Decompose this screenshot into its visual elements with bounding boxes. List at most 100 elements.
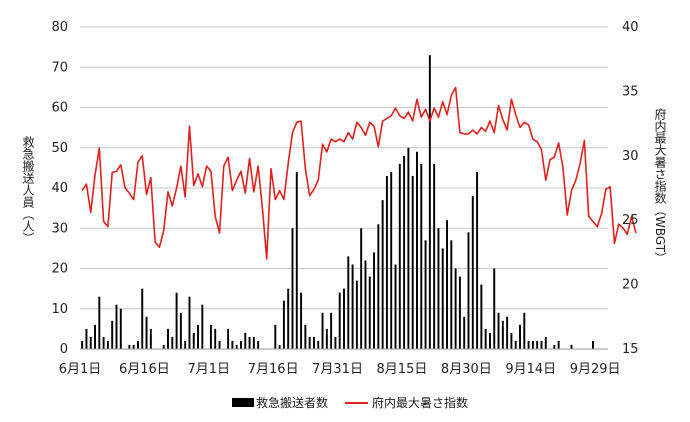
bar-8 bbox=[115, 304, 118, 349]
bar-64 bbox=[355, 280, 358, 349]
x-tick-label: 9月14日 bbox=[505, 362, 556, 377]
legend-bar-swatch bbox=[232, 398, 254, 407]
line-layer bbox=[81, 86, 637, 260]
bar-4 bbox=[98, 296, 101, 349]
bar-58 bbox=[330, 312, 333, 349]
bar-65 bbox=[360, 228, 363, 349]
bar-99 bbox=[506, 316, 509, 349]
bar-14 bbox=[141, 288, 144, 349]
bar-84 bbox=[441, 248, 444, 349]
bar-32 bbox=[218, 340, 221, 349]
bar-47 bbox=[282, 300, 285, 349]
bar-71 bbox=[385, 175, 388, 349]
bar-110 bbox=[553, 344, 556, 349]
bars bbox=[81, 55, 594, 350]
bar-63 bbox=[351, 264, 354, 349]
y-left-tick-label: 70 bbox=[51, 60, 68, 75]
legend-bar-label: 救急搬送者数 bbox=[256, 395, 328, 410]
y-left-tick-label: 30 bbox=[51, 221, 68, 236]
bar-77 bbox=[411, 175, 414, 349]
bar-92 bbox=[476, 171, 479, 349]
bar-38 bbox=[244, 332, 247, 349]
bar-78 bbox=[416, 151, 418, 349]
bar-104 bbox=[527, 340, 530, 349]
bar-107 bbox=[540, 340, 543, 349]
bar-119 bbox=[592, 340, 594, 349]
bar-16 bbox=[149, 328, 152, 349]
bar-26 bbox=[192, 332, 195, 349]
bar-22 bbox=[175, 292, 178, 349]
bar-2 bbox=[89, 336, 92, 349]
ticks-x: 6月1日 6月16日 7月1日 7月16日 7月31日 8月15日 8月30日 9月14日 9月… bbox=[59, 362, 621, 377]
y-left-tick-label: 20 bbox=[51, 262, 68, 277]
bar-105 bbox=[531, 340, 534, 349]
bar-40 bbox=[252, 336, 255, 349]
bar-66 bbox=[364, 260, 367, 349]
x-tick-label: 6月1日 bbox=[59, 362, 102, 377]
bar-1 bbox=[85, 328, 88, 349]
x-tick-label: 8月30日 bbox=[441, 362, 492, 377]
bar-23 bbox=[179, 312, 182, 349]
bar-36 bbox=[235, 344, 238, 349]
x-tick-label: 7月31日 bbox=[312, 362, 363, 377]
bar-88 bbox=[458, 276, 461, 349]
bar-39 bbox=[248, 336, 251, 349]
bar-106 bbox=[536, 340, 539, 349]
bar-103 bbox=[523, 312, 526, 349]
bar-98 bbox=[501, 320, 504, 349]
bar-53 bbox=[308, 336, 311, 349]
bar-111 bbox=[557, 340, 560, 349]
bar-45 bbox=[274, 324, 277, 349]
y-left-tick-label: 10 bbox=[51, 302, 68, 317]
y-left-tick-label: 0 bbox=[60, 342, 68, 357]
bar-37 bbox=[240, 340, 242, 349]
bar-89 bbox=[463, 316, 466, 349]
bar-86 bbox=[450, 240, 453, 349]
x-tick-label: 8月15日 bbox=[377, 362, 428, 377]
y-right-tick-label: 20 bbox=[622, 278, 639, 293]
bar-50 bbox=[295, 171, 298, 349]
series-line-wbgt bbox=[81, 86, 637, 260]
bar-49 bbox=[291, 228, 294, 349]
grid bbox=[80, 26, 608, 350]
x-tick-label: 9月29日 bbox=[570, 362, 621, 377]
bar-67 bbox=[368, 276, 371, 349]
bar-95 bbox=[488, 332, 491, 349]
bar-35 bbox=[231, 340, 234, 349]
bar-85 bbox=[446, 220, 448, 349]
bar-83 bbox=[437, 228, 440, 349]
bar-24 bbox=[184, 340, 187, 349]
bar-91 bbox=[471, 196, 474, 349]
bar-102 bbox=[519, 324, 521, 349]
ticks-right: 15 20 25 30 35 40 bbox=[622, 20, 639, 357]
bar-25 bbox=[188, 296, 191, 349]
x-tick-label: 7月16日 bbox=[248, 362, 299, 377]
bar-59 bbox=[334, 336, 337, 349]
y-left-tick-label: 40 bbox=[51, 181, 68, 196]
bar-19 bbox=[162, 344, 165, 349]
bar-34 bbox=[227, 328, 230, 349]
bar-52 bbox=[304, 324, 307, 349]
bar-76 bbox=[407, 147, 410, 349]
x-tick-label: 7月1日 bbox=[188, 362, 231, 377]
bar-9 bbox=[119, 308, 122, 349]
bar-54 bbox=[312, 336, 315, 349]
bar-96 bbox=[493, 268, 496, 349]
y-right-tick-label: 40 bbox=[622, 20, 639, 35]
bar-94 bbox=[484, 328, 487, 349]
bar-87 bbox=[454, 268, 457, 349]
bar-75 bbox=[403, 155, 406, 349]
bar-79 bbox=[420, 163, 423, 349]
bar-5 bbox=[102, 336, 105, 349]
y-right-tick-label: 35 bbox=[622, 84, 639, 99]
bar-93 bbox=[480, 284, 483, 349]
bar-97 bbox=[497, 312, 500, 349]
legend-line-label: 府内最大暑さ指数 bbox=[372, 395, 468, 410]
bar-72 bbox=[390, 171, 393, 349]
bar-68 bbox=[373, 252, 376, 349]
bar-82 bbox=[433, 163, 436, 349]
bar-100 bbox=[510, 332, 513, 349]
x-tick-label: 6月16日 bbox=[119, 362, 170, 377]
bar-41 bbox=[257, 340, 260, 349]
y-left-tick-label: 80 bbox=[51, 20, 68, 35]
